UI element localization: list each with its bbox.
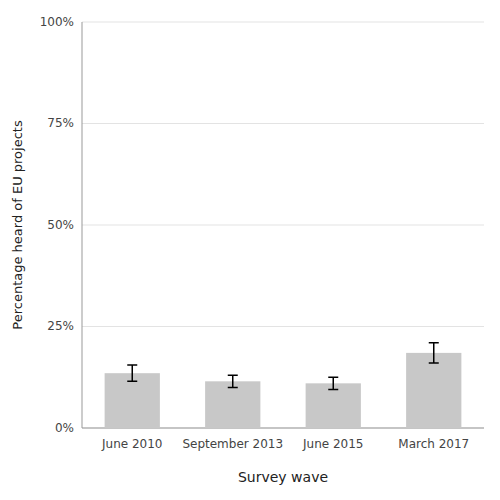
y-tick-labels: 0% 25% 50% 75% 100% [40,15,74,435]
x-axis-title: Survey wave [238,469,328,485]
x-tick-label: March 2017 [398,437,469,451]
grid-line [82,225,484,226]
y-tick-label: 25% [47,319,74,333]
error-bar [328,377,338,389]
bar [406,353,461,428]
grid-line [82,123,484,124]
chart: 0%25%50%75%100%June 2010September 2013Ju… [0,0,500,500]
x-tick-label: June 2010 [101,437,163,451]
grid-line [82,326,484,327]
grid-line [82,22,484,23]
y-axis-title: Percentage heard of EU projects [10,120,25,330]
bar [205,381,260,428]
bars [105,343,462,428]
y-tick-label: 0% [55,421,74,435]
chart-container: 0%25%50%75%100%June 2010September 2013Ju… [0,0,500,500]
error-bar [228,375,238,387]
x-tick-labels: June 2010 September 2013 June 2015 March 20… [101,437,469,451]
x-tick-label: June 2015 [302,437,364,451]
y-tick-label: 75% [47,116,74,130]
y-tick-label: 100% [40,15,74,29]
y-grid [82,22,484,428]
error-bar [127,365,137,381]
error-bar [429,343,439,363]
x-tick-label: September 2013 [182,437,283,451]
y-axis-line [82,22,83,428]
y-tick-label: 50% [47,218,74,232]
